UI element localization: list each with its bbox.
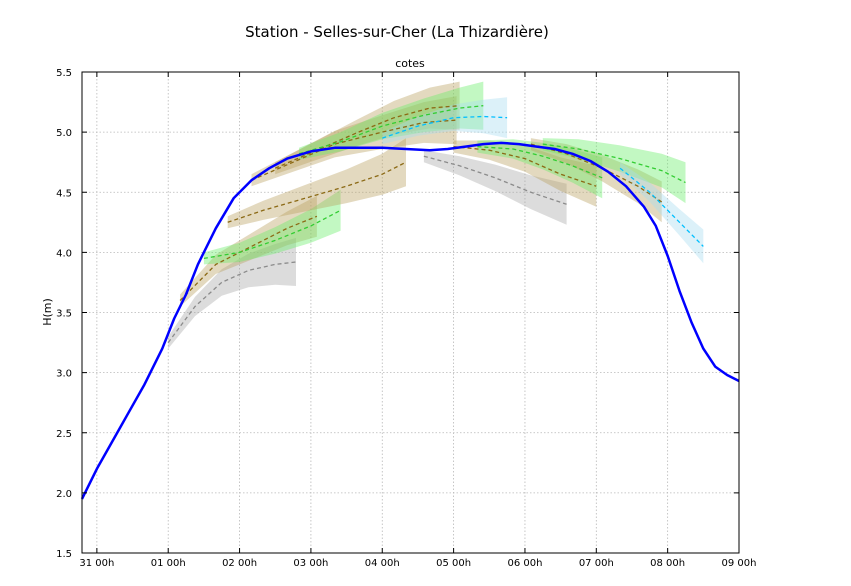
forecast-line-9 bbox=[453, 145, 597, 187]
y-tick-label: 3.5 bbox=[56, 309, 72, 320]
forecast-band-4 bbox=[251, 96, 457, 187]
forecast-band-8 bbox=[423, 150, 567, 225]
y-tick-label: 5.5 bbox=[56, 68, 72, 79]
forecast-band-3 bbox=[227, 138, 406, 229]
x-tick-label: 07 00h bbox=[579, 558, 614, 569]
forecast-band-6 bbox=[299, 81, 484, 160]
forecast-band-1 bbox=[180, 195, 317, 307]
grid bbox=[82, 72, 739, 553]
x-tick-label: 03 00h bbox=[293, 558, 328, 569]
forecast-line-0 bbox=[167, 261, 297, 343]
x-tick-label: 02 00h bbox=[222, 558, 257, 569]
forecast-line-6 bbox=[298, 105, 484, 155]
forecast-line-2 bbox=[203, 209, 341, 260]
forecast-line-4 bbox=[251, 119, 457, 181]
forecast-line-12 bbox=[542, 143, 686, 184]
forecast-line-5 bbox=[274, 105, 460, 169]
y-tick-label: 1.5 bbox=[56, 549, 72, 560]
forecast-band-2 bbox=[203, 189, 341, 265]
y-tick-label: 4.5 bbox=[56, 188, 72, 199]
forecast-lines bbox=[167, 105, 704, 343]
x-tick-label: 04 00h bbox=[365, 558, 400, 569]
forecast-band-11 bbox=[530, 138, 662, 223]
forecast-line-10 bbox=[477, 145, 603, 179]
observed-line bbox=[80, 141, 740, 500]
x-tick-label: 08 00h bbox=[650, 558, 685, 569]
forecast-line-3 bbox=[227, 161, 407, 223]
forecast-line-8 bbox=[423, 155, 567, 205]
forecast-line-13 bbox=[619, 167, 704, 247]
x-tick-label: 06 00h bbox=[507, 558, 542, 569]
forecast-band-9 bbox=[453, 140, 597, 207]
forecast-line-1 bbox=[179, 215, 318, 301]
y-tick-label: 2.0 bbox=[56, 489, 72, 500]
y-tick-label: 3.0 bbox=[56, 369, 72, 380]
y-tick-label: 5.0 bbox=[56, 128, 72, 139]
forecast-line-11 bbox=[530, 143, 663, 203]
ticks: 31 00h 01 00h 02 00h 03 00h 04 00h 05 00h 06 0… bbox=[56, 68, 756, 569]
forecast-band-0 bbox=[168, 237, 296, 349]
x-tick-label: 01 00h bbox=[151, 558, 186, 569]
y-tick-label: 4.0 bbox=[56, 248, 72, 259]
x-tick-label: 09 00h bbox=[722, 558, 757, 569]
figure-title: Station - Selles-sur-Cher (La Thizardièr… bbox=[245, 23, 549, 41]
axes-title: cotes bbox=[395, 57, 425, 70]
x-tick-label: 31 00h bbox=[79, 558, 114, 569]
observed-series bbox=[80, 141, 740, 500]
forecast-band-12 bbox=[542, 138, 686, 204]
forecast-band-13 bbox=[620, 162, 704, 264]
x-tick-label: 05 00h bbox=[436, 558, 471, 569]
y-tick-label: 2.5 bbox=[56, 429, 72, 440]
y-axis-label: H(m) bbox=[41, 298, 54, 326]
